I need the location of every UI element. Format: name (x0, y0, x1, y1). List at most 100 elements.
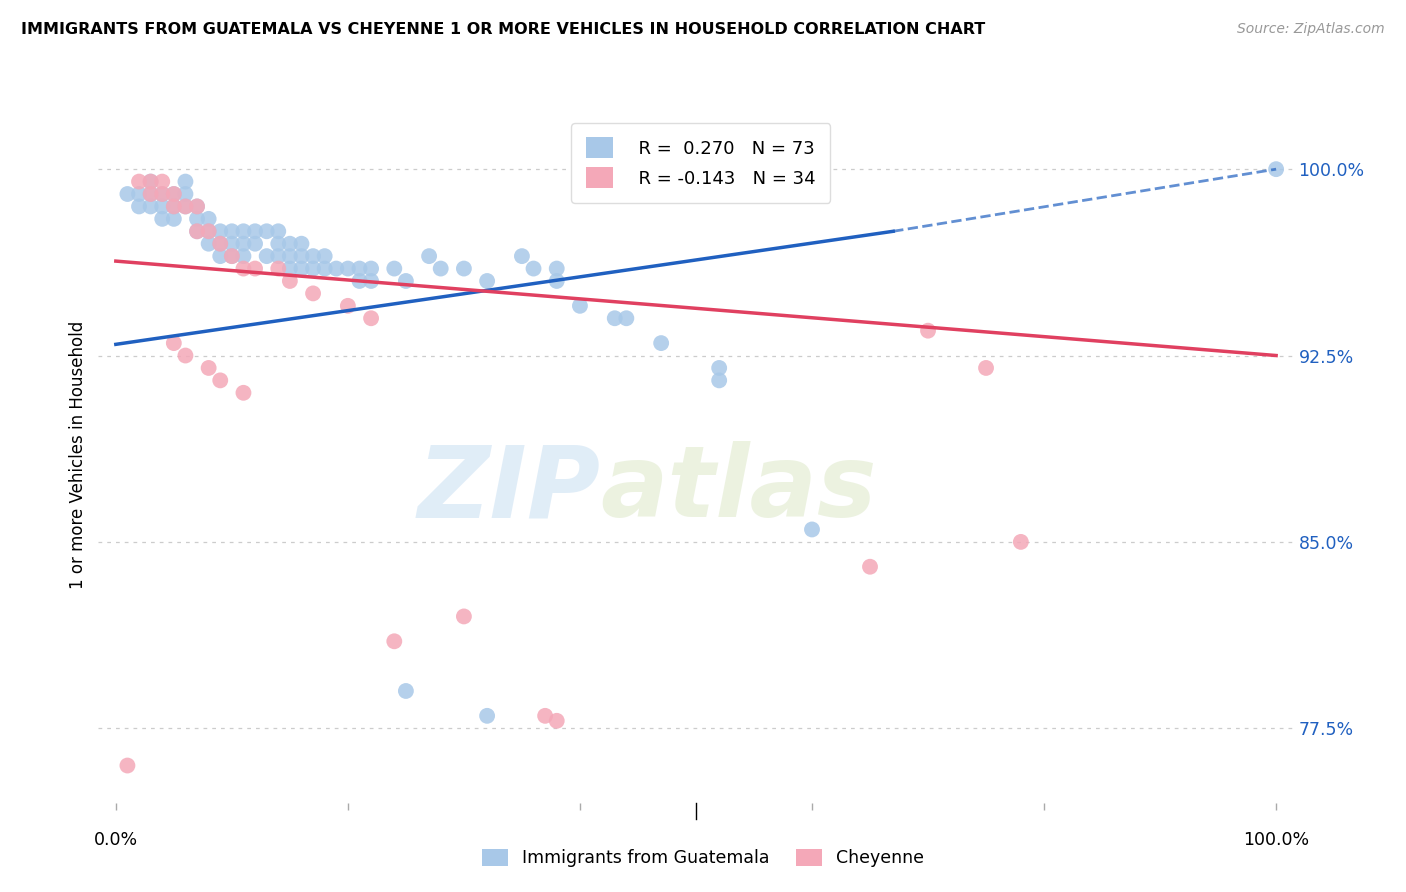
Point (209, 373, 232, 387)
Point (197, 211, 219, 226)
Point (174, 199, 197, 213)
Point (163, 199, 186, 213)
Point (267, 224, 290, 238)
Point (221, 249, 243, 263)
Point (243, 236, 266, 251)
Point (325, 261, 347, 276)
Point (349, 274, 371, 288)
Point (150, 175, 173, 189)
Point (314, 249, 336, 263)
Point (139, 175, 162, 189)
Point (917, 324, 939, 338)
Point (232, 224, 254, 238)
Point (256, 249, 278, 263)
Point (150, 199, 173, 213)
Point (163, 199, 186, 213)
Point (278, 236, 301, 251)
Point (128, 199, 150, 213)
Point (546, 714, 568, 728)
Point (128, 175, 150, 189)
Point (349, 261, 371, 276)
Point (186, 211, 208, 226)
Point (197, 224, 219, 238)
Point (382, 634, 405, 648)
Legend: Immigrants from Guatemala, Cheyenne: Immigrants from Guatemala, Cheyenne (475, 842, 931, 874)
Point (186, 199, 208, 213)
Point (174, 199, 197, 213)
Point (1265, 162, 1288, 177)
Text: 100.0%: 100.0% (1243, 830, 1309, 848)
Point (302, 261, 325, 276)
Point (186, 224, 208, 238)
Point (382, 261, 405, 276)
Point (209, 224, 232, 238)
Point (395, 684, 418, 698)
Point (163, 187, 186, 202)
Point (360, 274, 382, 288)
Point (256, 224, 278, 238)
Point (174, 187, 197, 202)
Point (475, 708, 498, 723)
Point (568, 299, 591, 313)
Point (267, 249, 290, 263)
Point (243, 261, 266, 276)
Point (221, 224, 243, 238)
Point (163, 336, 186, 351)
Point (290, 236, 312, 251)
Point (221, 249, 243, 263)
Point (650, 336, 672, 351)
Point (221, 236, 243, 251)
Point (801, 523, 824, 537)
Point (197, 236, 219, 251)
Point (614, 311, 637, 326)
Point (859, 559, 882, 574)
Text: Source: ZipAtlas.com: Source: ZipAtlas.com (1237, 22, 1385, 37)
Point (418, 249, 440, 263)
Point (290, 261, 312, 276)
Point (163, 187, 186, 202)
Point (302, 249, 325, 263)
Point (209, 249, 232, 263)
Point (336, 299, 359, 313)
Point (174, 349, 197, 363)
Point (232, 261, 254, 276)
Point (150, 187, 173, 202)
Legend:   R =  0.270   N = 73,   R = -0.143   N = 34: R = 0.270 N = 73, R = -0.143 N = 34 (571, 123, 831, 202)
Point (709, 360, 731, 375)
Point (278, 261, 301, 276)
Y-axis label: 1 or more Vehicles in Household: 1 or more Vehicles in Household (69, 321, 87, 589)
Point (139, 187, 162, 202)
Point (150, 211, 173, 226)
Point (1010, 535, 1032, 549)
Point (290, 249, 312, 263)
Point (186, 224, 208, 238)
Point (267, 236, 290, 251)
Point (186, 199, 208, 213)
Point (209, 236, 232, 251)
Point (302, 286, 325, 301)
Point (232, 236, 254, 251)
Point (174, 175, 197, 189)
Point (546, 274, 568, 288)
Point (117, 758, 139, 772)
Point (336, 261, 359, 276)
Text: atlas: atlas (600, 442, 877, 538)
Point (974, 360, 997, 375)
Point (278, 274, 301, 288)
Point (232, 249, 254, 263)
Point (709, 373, 731, 387)
Point (139, 199, 162, 213)
Point (243, 224, 266, 238)
Point (534, 708, 557, 723)
Point (128, 187, 150, 202)
Point (150, 187, 173, 202)
Point (197, 224, 219, 238)
Point (603, 311, 626, 326)
Point (267, 261, 290, 276)
Point (522, 261, 544, 276)
Point (360, 261, 382, 276)
Point (546, 261, 568, 276)
Point (197, 360, 219, 375)
Point (429, 261, 451, 276)
Point (163, 211, 186, 226)
